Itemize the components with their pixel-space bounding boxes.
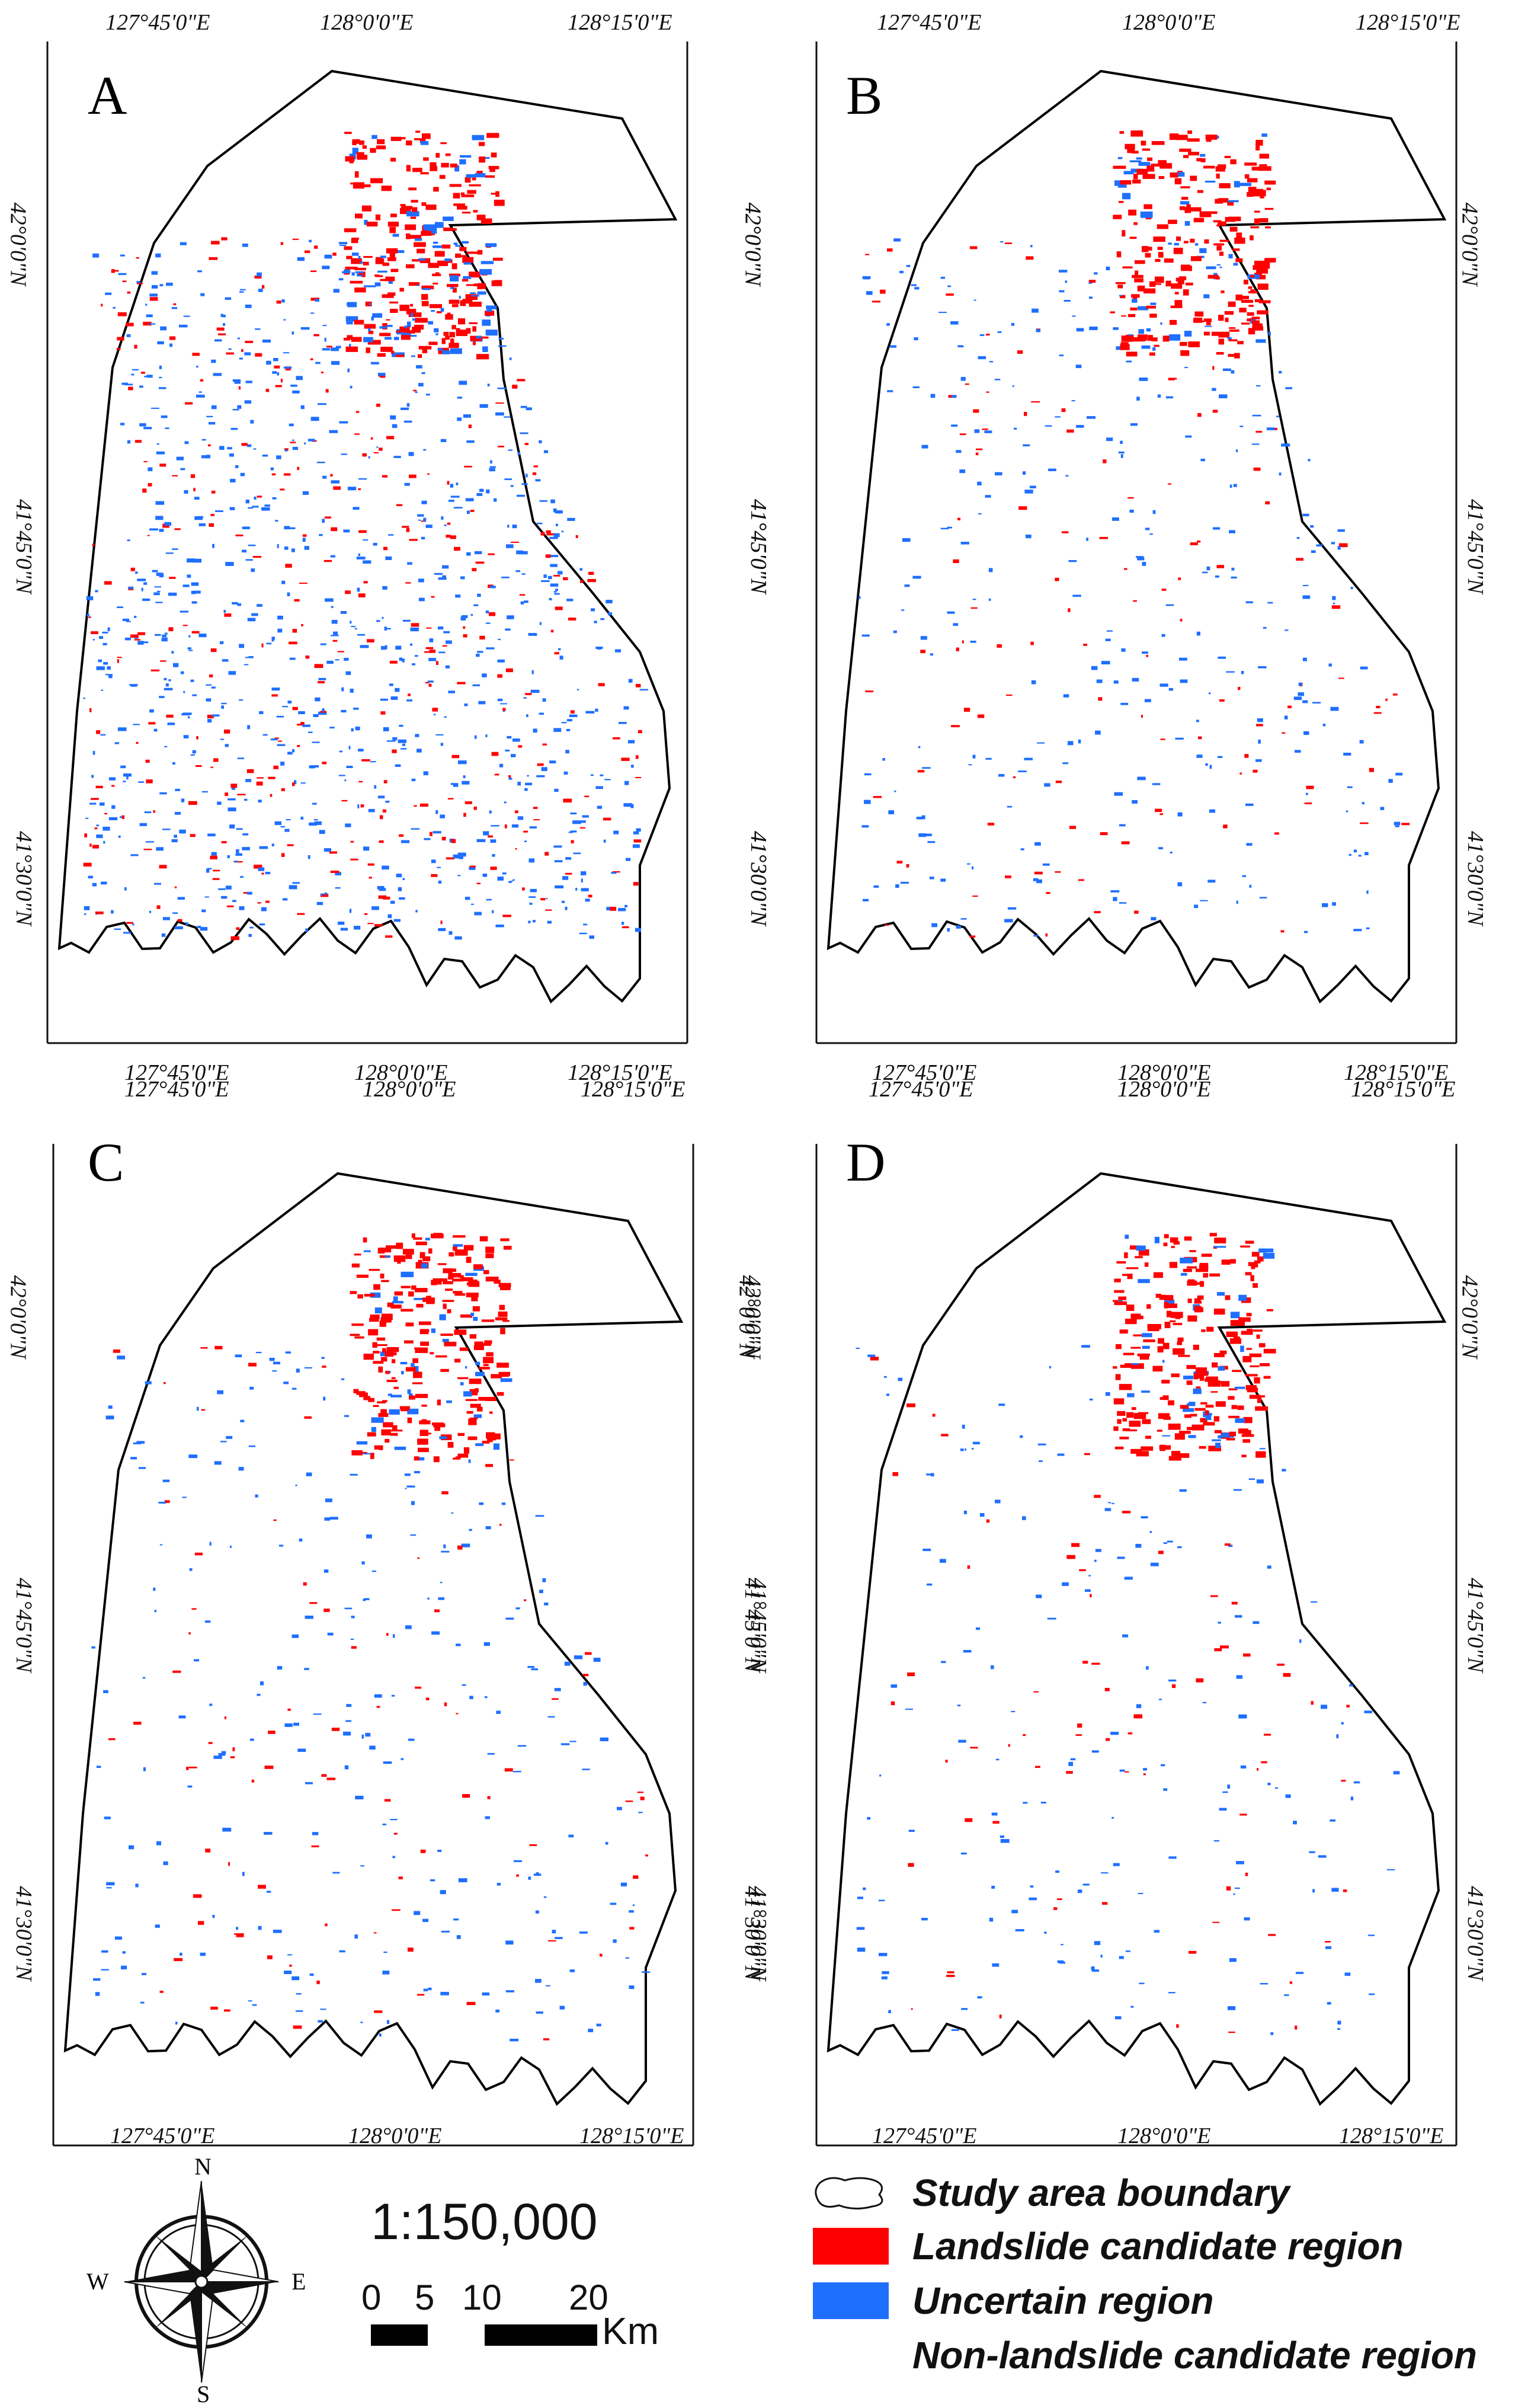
lat-tick-left-c-2: 41°45'0"N (11, 1578, 36, 1673)
lat-tick-right-b-1: 42°0'0"N (1457, 202, 1482, 286)
legend-label-non-landslide: Non-landslide candidate region (912, 2334, 1477, 2377)
lat-tick-left-d-2: 41°45'0"N (745, 1578, 771, 1673)
legend-label-uncertain: Uncertain region (912, 2279, 1214, 2322)
map-frame-a (46, 41, 688, 1044)
map-frame-c (52, 1144, 694, 2147)
compass-rose: N S W E (87, 2153, 306, 2407)
study-area-boundary (827, 69, 1447, 1004)
legend-label-landslide: Landslide candidate region (912, 2225, 1404, 2268)
lat-tick-right-d-2: 41°45'0"N (1462, 1578, 1488, 1673)
map-frame-d (815, 1144, 1457, 2147)
legend-swatch-uncertain (813, 2282, 889, 2319)
lon-tick-bottom-b-3: 128°15'0"E (1344, 1060, 1449, 1085)
lon-tick-bottom-d-1: 127°45'0"E (872, 2124, 977, 2148)
lat-tick-left-c-1: 42°0'0"N (5, 1275, 31, 1359)
lat-tick-left-d-1: 42°0'0"N (740, 1275, 765, 1359)
lon-tick-top-d-2: 128°0'0"E (1117, 1077, 1211, 1102)
legend-non-landslide: Non-landslide candidate region (813, 2332, 1477, 2379)
lon-tick-bottom-a-2: 128°0'0"E (354, 1060, 448, 1085)
classification-speckle (91, 1233, 651, 2042)
panel-label-d: D (846, 1132, 886, 1192)
map-panel-c: C 127°45'0"E 128°0'0"E 128°15'0"E 127°45… (0, 1077, 765, 2148)
lat-tick-left-b-2: 41°45'0"N (745, 499, 771, 594)
lat-tick-left-a-2: 41°45'0"N (11, 499, 36, 594)
map-panel-b: B 127°45'0"E 128°0'0"E 128°15'0"E 127°45… (740, 0, 1528, 1085)
lat-tick-left-b-1: 42°0'0"N (740, 202, 765, 286)
lon-tick-bottom-c-1: 127°45'0"E (110, 2124, 215, 2148)
lon-tick-bottom-c-2: 128°0'0"E (348, 2124, 442, 2148)
scale-tick-10: 10 (462, 2278, 502, 2317)
lat-tick-left-a-3: 41°30'0"N (11, 831, 36, 926)
lon-tick-top-a-1: 127°45'0"E (105, 10, 210, 35)
scale-tick-0: 0 (361, 2278, 382, 2317)
scale-tick-5: 5 (415, 2278, 435, 2317)
lat-tick-left-b-3: 41°30'0"N (745, 831, 771, 926)
boundary-outline-icon (813, 2174, 889, 2211)
lon-tick-bottom-a-3: 128°15'0"E (568, 1060, 672, 1085)
legend-label-boundary: Study area boundary (912, 2172, 1290, 2214)
lon-tick-top-a-2: 128°0'0"E (320, 10, 414, 35)
legend-swatch-non-landslide (813, 2337, 889, 2374)
lon-tick-bottom-c-3: 128°15'0"E (579, 2124, 684, 2148)
lon-tick-top-c-3: 128°15'0"E (581, 1077, 685, 1102)
study-area-boundary (827, 1172, 1447, 2106)
compass-south: S (197, 2381, 210, 2407)
panel-label-b: B (846, 65, 883, 126)
map-panel-a: A 127°45'0"E 128°0'0"E 128°15'0"E 127°45… (0, 0, 771, 1085)
lat-tick-right-d-1: 42°0'0"N (1457, 1275, 1482, 1359)
scale-bar-segment-1 (371, 2324, 428, 2346)
lon-tick-top-c-1: 127°45'0"E (124, 1077, 229, 1102)
lon-tick-top-d-1: 127°45'0"E (869, 1077, 973, 1102)
lon-tick-bottom-d-3: 128°15'0"E (1339, 2124, 1444, 2148)
lat-tick-right-d-3: 41°30'0"N (1462, 1886, 1488, 1981)
classification-speckle (859, 130, 1410, 938)
lon-tick-top-a-3: 128°15'0"E (568, 10, 672, 35)
legend-boundary: Study area boundary (813, 2169, 1290, 2217)
lon-tick-top-d-3: 128°15'0"E (1351, 1077, 1456, 1102)
legend-uncertain: Uncertain region (813, 2277, 1214, 2324)
lat-tick-left-d-3: 41°30'0"N (745, 1886, 771, 1981)
lon-tick-top-c-2: 128°0'0"E (363, 1077, 456, 1102)
scale-tick-20: 20 (569, 2278, 608, 2317)
lon-tick-bottom-b-1: 127°45'0"E (872, 1060, 977, 1085)
classification-speckle (83, 130, 648, 941)
scale-ratio: 1:150,000 (371, 2193, 598, 2250)
legend-swatch-landslide (813, 2228, 889, 2265)
compass-north: N (194, 2153, 212, 2180)
panel-label-c: C (88, 1132, 124, 1192)
study-area-boundary (63, 1172, 684, 2106)
scale-unit: Km (602, 2310, 659, 2352)
study-area-boundary (57, 69, 678, 1004)
lon-tick-top-b-3: 128°15'0"E (1356, 10, 1460, 35)
lon-tick-top-b-1: 127°45'0"E (877, 10, 982, 35)
lon-tick-top-b-2: 128°0'0"E (1122, 10, 1216, 35)
compass-east: E (291, 2268, 306, 2295)
legend-landslide: Landslide candidate region (813, 2222, 1404, 2270)
compass-star-icon (124, 2180, 279, 2383)
lat-tick-left-a-1: 42°0'0"N (5, 202, 31, 286)
map-panel-d: D 127°45'0"E 128°0'0"E 128°15'0"E 127°45… (740, 1077, 1528, 2148)
lon-tick-bottom-d-2: 128°0'0"E (1117, 2124, 1211, 2148)
lon-tick-bottom-a-1: 127°45'0"E (124, 1060, 229, 1085)
lat-tick-left-c-3: 41°30'0"N (11, 1886, 36, 1981)
compass-west: W (87, 2268, 109, 2295)
lat-tick-right-b-3: 41°30'0"N (1462, 831, 1488, 926)
map-frame-b (815, 41, 1457, 1044)
scale-bar-segment-2 (485, 2324, 597, 2346)
panel-label-a: A (88, 65, 127, 126)
lon-tick-bottom-b-2: 128°0'0"E (1117, 1060, 1211, 1085)
classification-speckle (856, 1233, 1400, 2035)
lat-tick-right-b-2: 41°45'0"N (1462, 499, 1488, 594)
